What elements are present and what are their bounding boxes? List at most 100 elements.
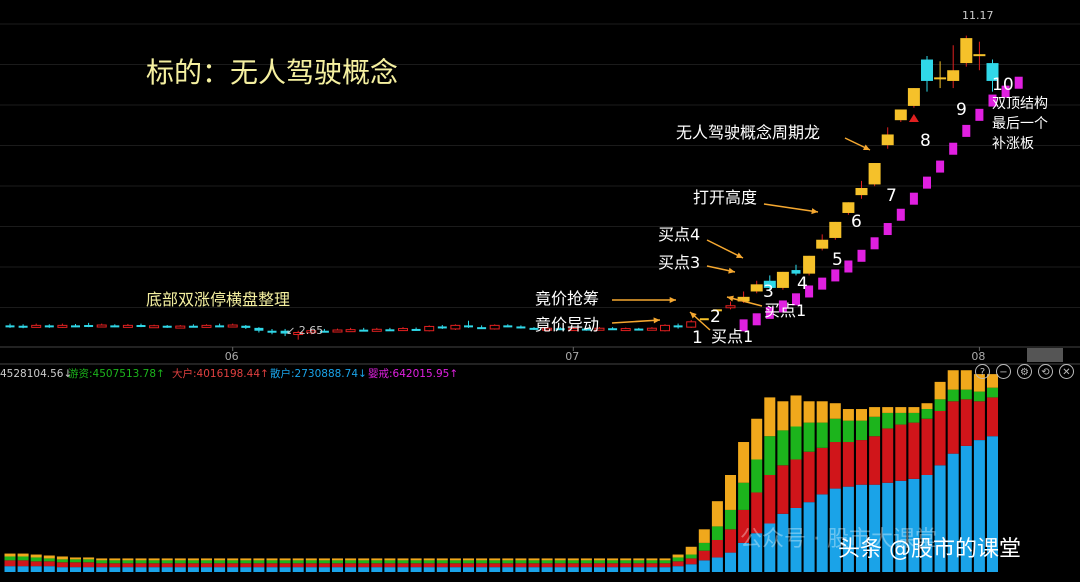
flow-bar-segment bbox=[135, 563, 147, 568]
flow-bar-segment bbox=[240, 567, 252, 572]
settings-icon[interactable]: ⚙ bbox=[1017, 364, 1032, 379]
flow-bar-segment bbox=[305, 558, 317, 561]
candle-body bbox=[110, 325, 120, 328]
flow-bar-segment bbox=[135, 567, 147, 572]
flow-legend-item: 游资:4507513.78↑ bbox=[68, 367, 165, 380]
flow-bar-segment bbox=[292, 567, 304, 572]
flow-bar-segment bbox=[214, 563, 226, 568]
annotation-bidding-grab: 竟价抢筹 bbox=[535, 289, 599, 308]
flow-bar-segment bbox=[56, 559, 68, 563]
sar-marker bbox=[805, 285, 814, 298]
flow-bar-segment bbox=[869, 436, 881, 485]
board-number-10: 10 bbox=[992, 75, 1014, 95]
flow-bar-segment bbox=[869, 416, 881, 437]
flow-bar-segment bbox=[345, 560, 357, 564]
flow-bar-segment bbox=[227, 558, 239, 561]
flow-bar-segment bbox=[371, 558, 383, 561]
candle-body bbox=[477, 327, 487, 330]
candle-body bbox=[149, 325, 160, 329]
arrow-head bbox=[728, 267, 735, 274]
flow-bar-segment bbox=[305, 567, 317, 572]
help-icon[interactable]: ? bbox=[975, 364, 990, 379]
sar-marker bbox=[936, 160, 945, 173]
flow-bar-segment bbox=[358, 558, 370, 561]
flow-bar-segment bbox=[698, 560, 710, 572]
flow-bar-segment bbox=[960, 399, 972, 446]
flow-bar-segment bbox=[725, 475, 736, 510]
flow-bar-segment bbox=[214, 567, 226, 572]
flow-bar-segment bbox=[187, 563, 199, 568]
candle-body bbox=[750, 284, 763, 292]
candle-body bbox=[673, 325, 683, 328]
flow-bar-segment bbox=[148, 558, 160, 561]
flow-bar-segment bbox=[620, 567, 632, 572]
candle-body bbox=[57, 324, 68, 328]
sar-marker bbox=[739, 319, 748, 332]
flow-bar-segment bbox=[397, 567, 409, 572]
flow-bar-segment bbox=[777, 465, 789, 514]
arrow-head bbox=[863, 144, 870, 151]
flow-bar-segment bbox=[161, 563, 173, 568]
board-number-9: 9 bbox=[956, 100, 967, 120]
candle-body bbox=[84, 325, 94, 328]
flow-bar-segment bbox=[790, 459, 802, 508]
sar-marker bbox=[883, 223, 892, 236]
flow-bar-segment bbox=[70, 557, 81, 560]
flow-bar-segment bbox=[436, 558, 448, 561]
flow-bar-segment bbox=[554, 560, 566, 564]
candle-body bbox=[437, 326, 447, 329]
sar-marker bbox=[818, 277, 827, 290]
flow-bar-segment bbox=[4, 553, 16, 557]
flow-bar-segment bbox=[711, 557, 723, 572]
flow-bar-segment bbox=[987, 436, 998, 572]
candle-body bbox=[319, 330, 329, 333]
candle-body bbox=[581, 328, 591, 331]
flow-bar-segment bbox=[751, 459, 763, 493]
flow-bar-segment bbox=[541, 560, 553, 564]
flow-bar-segment bbox=[43, 566, 55, 572]
flow-bar-segment bbox=[423, 563, 435, 568]
flow-legend-item: 散户:2730888.74↓ bbox=[270, 367, 367, 380]
flow-bar-segment bbox=[30, 557, 42, 562]
flow-bar-segment bbox=[332, 558, 343, 561]
refresh-icon[interactable]: ⟲ bbox=[1038, 364, 1053, 379]
flow-bar-segment bbox=[803, 401, 815, 423]
flow-bar-segment bbox=[515, 558, 527, 561]
flow-bar-segment bbox=[214, 558, 226, 561]
candle-body bbox=[829, 221, 842, 238]
x-tick-label: 07 bbox=[565, 350, 579, 363]
flow-bar-segment bbox=[842, 442, 854, 487]
candle-body bbox=[712, 309, 722, 312]
flow-bar-segment bbox=[109, 563, 121, 568]
flow-bar-segment bbox=[672, 561, 684, 567]
flow-bar-segment bbox=[463, 558, 474, 561]
flow-bar-segment bbox=[43, 555, 55, 559]
flow-bar-segment bbox=[620, 563, 632, 568]
flow-bar-segment bbox=[161, 567, 173, 572]
flow-bar-segment bbox=[869, 407, 881, 417]
zoom-out-icon[interactable]: − bbox=[996, 364, 1011, 379]
candle-body bbox=[737, 296, 750, 302]
sar-marker bbox=[1001, 85, 1010, 98]
flow-bar-segment bbox=[711, 526, 723, 540]
sar-marker bbox=[909, 192, 918, 205]
candle-body bbox=[947, 70, 960, 81]
close-icon[interactable]: ✕ bbox=[1059, 364, 1074, 379]
sar-marker bbox=[975, 108, 984, 121]
flow-bar-segment bbox=[463, 560, 474, 564]
flow-bar-segment bbox=[620, 558, 632, 561]
flow-bar-segment bbox=[318, 560, 330, 564]
flow-bar-segment bbox=[305, 563, 317, 568]
sar-marker bbox=[765, 306, 774, 319]
flow-bar-segment bbox=[279, 560, 291, 564]
flow-bar-segment bbox=[816, 447, 828, 495]
flow-bar-segment bbox=[580, 560, 592, 564]
flow-bar-segment bbox=[187, 567, 199, 572]
flow-bar-segment bbox=[436, 567, 448, 572]
candle-body bbox=[136, 325, 146, 328]
candle-body bbox=[620, 328, 631, 332]
flow-bar-segment bbox=[122, 563, 134, 568]
flow-bar-segment bbox=[908, 422, 920, 479]
sar-marker bbox=[923, 176, 931, 189]
flow-bar-segment bbox=[908, 412, 920, 423]
